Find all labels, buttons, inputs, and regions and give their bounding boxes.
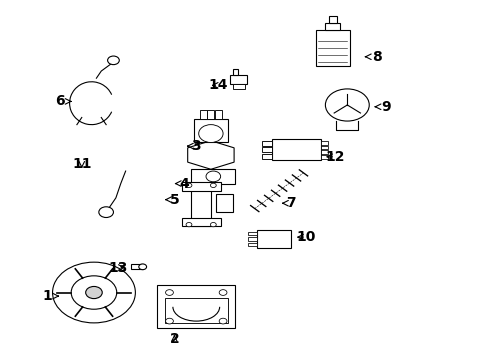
- FancyBboxPatch shape: [262, 154, 272, 158]
- FancyBboxPatch shape: [320, 146, 328, 149]
- Text: 6: 6: [55, 94, 71, 108]
- FancyBboxPatch shape: [262, 148, 272, 152]
- FancyBboxPatch shape: [216, 194, 233, 212]
- Circle shape: [166, 318, 173, 324]
- Text: 14: 14: [208, 78, 228, 92]
- FancyBboxPatch shape: [165, 298, 228, 323]
- Circle shape: [139, 264, 147, 270]
- Text: 7: 7: [283, 196, 296, 210]
- FancyBboxPatch shape: [257, 230, 291, 248]
- FancyBboxPatch shape: [248, 232, 257, 235]
- Circle shape: [71, 276, 117, 309]
- Text: 9: 9: [375, 100, 391, 114]
- FancyBboxPatch shape: [233, 69, 238, 75]
- FancyBboxPatch shape: [320, 155, 328, 158]
- FancyBboxPatch shape: [325, 23, 340, 30]
- FancyBboxPatch shape: [320, 141, 328, 145]
- Circle shape: [210, 222, 216, 227]
- Text: 13: 13: [109, 261, 128, 275]
- Text: 11: 11: [72, 157, 92, 171]
- Circle shape: [108, 56, 119, 64]
- FancyBboxPatch shape: [207, 111, 214, 119]
- FancyBboxPatch shape: [329, 17, 337, 23]
- FancyBboxPatch shape: [192, 184, 211, 226]
- FancyBboxPatch shape: [215, 111, 221, 119]
- FancyBboxPatch shape: [320, 150, 328, 154]
- Circle shape: [99, 207, 114, 217]
- FancyBboxPatch shape: [130, 264, 143, 269]
- FancyBboxPatch shape: [248, 243, 257, 246]
- FancyBboxPatch shape: [182, 217, 220, 226]
- Text: 1: 1: [43, 289, 58, 303]
- Text: 5: 5: [166, 193, 179, 207]
- Text: 10: 10: [296, 230, 316, 244]
- FancyBboxPatch shape: [194, 119, 228, 143]
- Circle shape: [186, 222, 192, 227]
- Circle shape: [210, 183, 216, 188]
- FancyBboxPatch shape: [230, 75, 247, 84]
- Circle shape: [219, 318, 227, 324]
- Circle shape: [52, 262, 135, 323]
- Text: 8: 8: [366, 50, 381, 64]
- Text: 4: 4: [175, 176, 189, 190]
- FancyBboxPatch shape: [272, 139, 320, 160]
- Circle shape: [325, 89, 369, 121]
- FancyBboxPatch shape: [262, 141, 272, 146]
- FancyBboxPatch shape: [316, 30, 350, 66]
- Circle shape: [186, 183, 192, 188]
- Text: 12: 12: [325, 150, 345, 164]
- Circle shape: [86, 287, 102, 298]
- FancyBboxPatch shape: [248, 237, 257, 241]
- Circle shape: [199, 125, 223, 143]
- Polygon shape: [188, 141, 234, 169]
- FancyBboxPatch shape: [157, 285, 235, 328]
- Circle shape: [166, 290, 173, 296]
- Circle shape: [219, 290, 227, 296]
- FancyBboxPatch shape: [200, 111, 207, 119]
- Text: 2: 2: [170, 332, 179, 346]
- Text: 3: 3: [188, 139, 201, 153]
- FancyBboxPatch shape: [192, 169, 235, 184]
- FancyBboxPatch shape: [233, 84, 245, 89]
- FancyBboxPatch shape: [182, 182, 220, 191]
